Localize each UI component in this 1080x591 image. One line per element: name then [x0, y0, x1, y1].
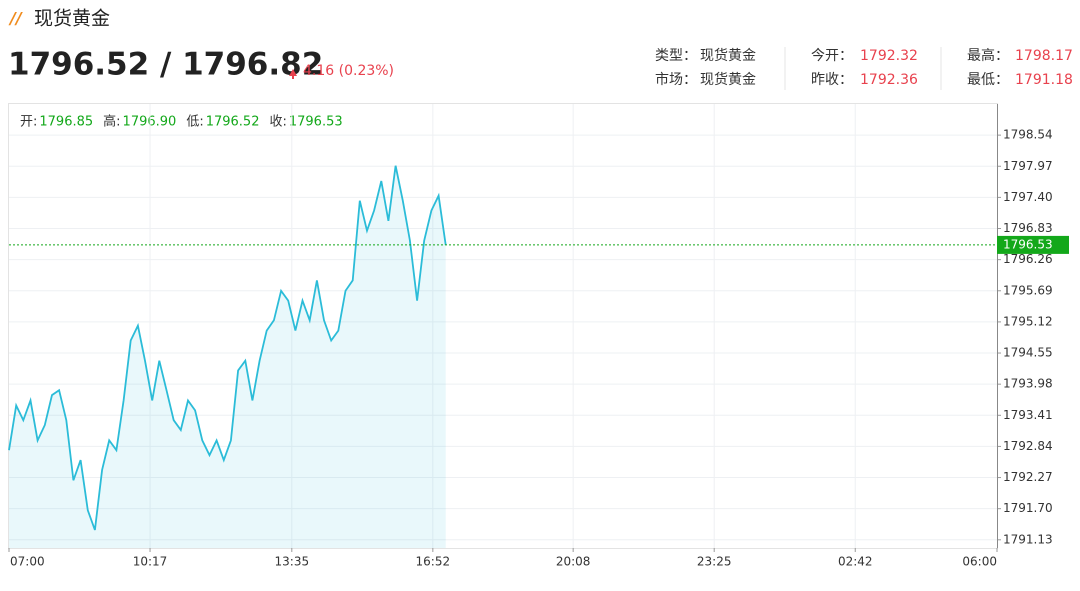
- title: 现货黄金: [34, 8, 110, 30]
- ohlc-value: 1796.85: [39, 115, 93, 130]
- up-arrow: [289, 69, 297, 79]
- y-tick-label: 1796.83: [1003, 221, 1053, 235]
- y-tick-label: 1798.54: [1003, 128, 1053, 142]
- info-label: 市场：: [655, 71, 697, 88]
- ohlc-label: 高:: [103, 114, 120, 130]
- info-value: 1792.32: [860, 48, 918, 64]
- info-value: 现货黄金: [700, 71, 756, 88]
- ohlc-label: 低:: [186, 115, 203, 130]
- x-tick-label: 13:35: [275, 555, 310, 569]
- ohlc-value: 1796.90: [123, 115, 177, 130]
- info-value: 1798.17: [1015, 48, 1073, 64]
- x-tick-label: 07:00: [10, 555, 45, 569]
- ohlc-label: 收:: [269, 115, 286, 130]
- ohlc-value: 1796.52: [206, 115, 260, 130]
- y-tick-label: 1797.97: [1003, 159, 1053, 173]
- current-box: [997, 235, 1069, 254]
- x-tick-label: 20:08: [556, 555, 591, 569]
- logo-mark: //: [8, 9, 23, 28]
- y-tick-label: 1793.41: [1003, 408, 1053, 422]
- price-line: [8, 165, 447, 531]
- area: [9, 165, 446, 548]
- info-label: 最低：: [967, 72, 1009, 88]
- current-label: 1796.53: [1003, 237, 1053, 251]
- x-tick-label: 16:52: [416, 555, 451, 569]
- info-label: 类型：: [655, 48, 697, 64]
- price: 1796.52 / 1796.82: [8, 47, 323, 83]
- info-value: 1792.36: [860, 72, 918, 88]
- x-tick-label: 06:00: [962, 555, 997, 569]
- change: 4.16 (0.23%): [303, 63, 394, 79]
- x-tick-label: 02:42: [838, 555, 873, 569]
- y-tick-label: 1797.40: [1003, 190, 1053, 204]
- info-value: 现货黄金: [700, 47, 756, 64]
- y-tick-label: 1791.70: [1003, 501, 1053, 515]
- x-tick-label: 23:25: [697, 555, 732, 569]
- y-tick-label: 1794.55: [1003, 346, 1053, 360]
- info-label: 最高：: [967, 47, 1009, 64]
- y-tick-label: 1796.26: [1003, 252, 1053, 266]
- y-tick-label: 1795.69: [1003, 283, 1053, 297]
- y-tick-label: 1795.12: [1003, 314, 1053, 328]
- x-tick-label: 10:17: [133, 555, 168, 569]
- info-value: 1791.18: [1015, 72, 1073, 88]
- y-tick-label: 1791.13: [1003, 532, 1053, 546]
- ohlc-label: 开:: [20, 115, 37, 130]
- info-label: 昨收：: [811, 72, 853, 88]
- y-tick-label: 1792.84: [1003, 439, 1053, 453]
- y-tick-label: 1793.98: [1003, 377, 1053, 391]
- info-label: 今开：: [811, 48, 853, 64]
- y-tick-label: 1792.27: [1003, 470, 1053, 484]
- ohlc-value: 1796.53: [289, 115, 343, 130]
